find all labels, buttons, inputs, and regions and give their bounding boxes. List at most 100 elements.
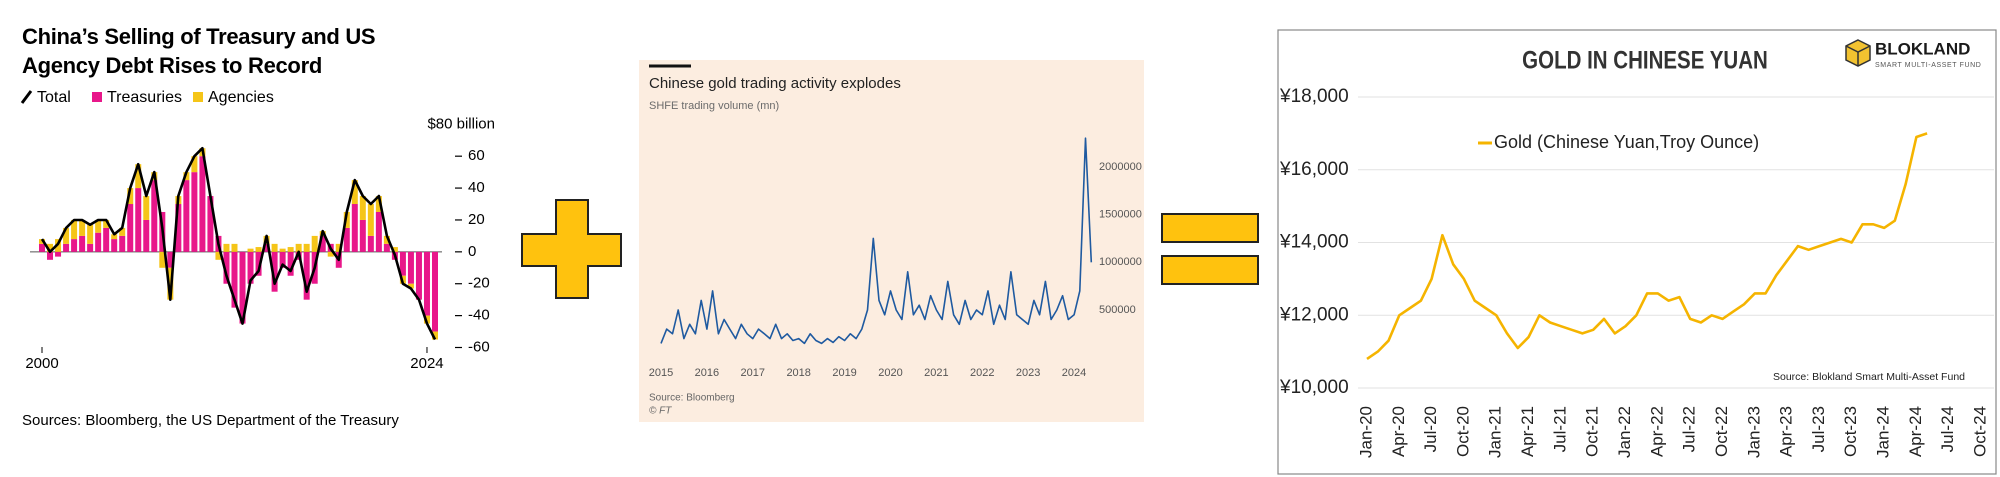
bar [95,219,102,233]
legend-swatch [20,90,33,104]
bar [247,248,254,252]
y-tick-label: 2000000 [1099,161,1142,173]
bar [279,248,286,252]
y-tick-label: 60 [468,147,485,164]
x-tick-label: 2021 [924,367,948,379]
bar [303,251,310,300]
credit: © FT [649,406,672,417]
x-tick-label: 2019 [832,367,856,379]
bar [407,283,414,289]
bar [127,204,134,252]
bar [279,251,286,268]
x-tick-label: Apr-22 [1647,406,1666,457]
logo-icon [1845,39,1871,67]
bar [127,188,134,205]
chart-2: Chinese gold trading activity explodes SH… [649,75,1142,417]
bar [423,251,430,316]
equals-bottom [1161,255,1259,285]
x-tick-label: 2024 [410,355,443,372]
y-axis-unit-label: $80 billion [427,115,495,132]
ft-panel [639,60,1144,422]
bar [191,156,198,173]
x-tick-label: Jan-20 [1356,406,1375,458]
logo-name: BLOKLAND [1875,39,1970,58]
y-tick-label: ¥18,000 [1279,86,1349,107]
bar [287,247,294,252]
bar [239,251,246,324]
x-tick-label: Jan-22 [1615,406,1634,458]
y-tick-label: -60 [468,338,490,355]
x-tick-label: 2022 [970,367,994,379]
bar [175,204,182,252]
x-tick-label: Apr-24 [1906,406,1925,457]
bar [63,227,70,244]
legend-swatch [92,92,102,102]
bar [135,164,142,189]
chart-title: GOLD IN CHINESE YUAN [1522,46,1768,74]
chart-title: China’s Selling of Treasury and US Agenc… [22,24,376,78]
y-tick-label: ¥12,000 [1279,304,1349,325]
gold-panel [1277,29,1997,475]
y-tick-label: ¥14,000 [1279,232,1349,253]
x-tick-label: 2020 [878,367,902,379]
bar [135,188,142,252]
x-tick-label: 2024 [1062,367,1086,379]
bar [223,251,230,284]
gold-line [1366,132,1928,360]
y-tick-label: 1500000 [1099,208,1142,220]
legend-label: Total [37,89,71,106]
x-tick-label: 2017 [741,367,765,379]
x-tick-label: Jan-21 [1486,406,1505,458]
x-tick-label: Jul-23 [1809,406,1828,452]
x-tick-label: Oct-24 [1970,406,1989,457]
x-tick-label: 2018 [786,367,810,379]
legend-label: Agencies [208,89,274,106]
bar [111,234,118,240]
bar [223,243,230,252]
bar [383,243,390,252]
bar [39,243,45,252]
source-note: Source: Bloomberg [649,393,735,404]
bar [335,243,342,252]
legend-label: Gold (Chinese Yuan,Troy Ounce) [1494,132,1759,152]
x-tick-label: Oct-23 [1841,406,1860,457]
bar [87,224,94,244]
y-tick-label: 500000 [1099,304,1136,316]
bar [55,251,62,257]
bar [231,251,238,308]
bar [271,243,278,252]
bar [343,227,350,252]
bar [207,196,214,252]
bar [432,251,438,332]
x-tick-label: 2016 [695,367,719,379]
x-tick-label: Jul-24 [1938,406,1957,452]
bar [103,219,110,228]
bar [63,243,70,252]
bar [71,219,78,240]
bar [231,243,238,252]
chart-1: Total Treasuries Agencies $80 billion 60 40 20… [20,89,495,429]
bar [432,331,438,340]
y-tick-label: 0 [468,243,476,260]
x-tick-label: Jul-22 [1680,406,1699,452]
bar [303,243,310,252]
bar [295,243,302,252]
bar [351,180,358,205]
bar [215,251,222,260]
bar [415,251,422,300]
bar [359,196,366,220]
x-tick-label: Jul-21 [1550,406,1569,452]
chart-3: GOLD IN CHINESE YUAN BLOKLAND SMART MULTI-… [1279,39,1994,458]
bar [111,239,118,252]
logo-tagline: SMART MULTI-ASSET FUND [1875,62,1981,69]
y-tick-label: ¥10,000 [1279,377,1349,398]
x-tick-label: Jul-20 [1421,406,1440,452]
bar [327,251,334,257]
source-note: Source: Blokland Smart Multi-Asset Fund [1773,371,1965,383]
bar [287,251,294,276]
legend-label: Treasuries [107,89,182,106]
y-tick-label: 40 [468,179,485,196]
total-line [40,146,437,341]
